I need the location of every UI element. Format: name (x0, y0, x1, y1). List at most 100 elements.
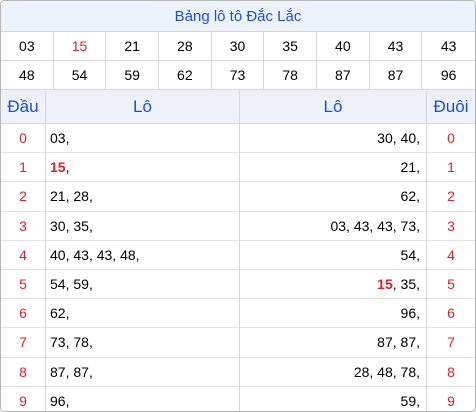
lo-right-cell: 54, (240, 240, 427, 270)
lo-right-cell: 15, 35, (240, 269, 427, 300)
lo-right-cell: 21, (240, 153, 427, 183)
separator: , (88, 363, 93, 380)
dau-cell: 3 (1, 211, 46, 241)
lo-number: 96 (400, 305, 417, 322)
separator: , (88, 334, 93, 351)
separator: , (416, 392, 420, 409)
number-cell: 28 (159, 32, 212, 61)
lo-left-cell: 54, 59, (46, 269, 240, 300)
lo-number: 48 (120, 246, 136, 263)
lo-number: 87 (377, 334, 393, 351)
separator: , (416, 334, 420, 351)
number-cell: 73 (211, 61, 265, 90)
lo-number: 62 (50, 305, 66, 322)
lo-left-cell: 30, 35, (46, 211, 240, 241)
lo-number: 43 (96, 246, 113, 263)
lo-left-cell: 62, (46, 299, 240, 329)
lo-number: 21 (400, 159, 417, 176)
duoi-cell: 2 (427, 182, 475, 212)
duoi-cell: 8 (427, 358, 475, 387)
header-duoi: Đuôi (427, 90, 475, 124)
number-cell: 78 (264, 61, 317, 90)
number-grid: 03 15 21 28 30 35 40 43 43 48 54 59 62 73 78 87 87 96 (1, 32, 475, 90)
header-lo-left: Lô (46, 90, 240, 124)
header-lo-right: Lô (240, 90, 427, 124)
lo-number: 15 (377, 276, 393, 293)
number-cell: 48 (1, 61, 54, 90)
lo-left-cell: 73, 78, (46, 328, 240, 358)
lo-number: 40 (50, 246, 66, 263)
lo-number: 35 (73, 217, 89, 234)
lo-number: 54 (50, 276, 66, 293)
number-cell: 96 (422, 61, 475, 90)
lo-left-cell: 15, (46, 153, 240, 183)
separator: , (416, 246, 420, 263)
lo-number: 43 (73, 246, 89, 263)
board-title: Bảng lô tô Đắc Lắc (1, 1, 475, 32)
number-cell: 43 (369, 32, 423, 61)
lo-number: 87 (50, 363, 66, 380)
lo-number: 59 (400, 392, 417, 409)
separator: , (392, 217, 397, 234)
separator: , (346, 217, 350, 234)
lo-number: 48 (377, 363, 393, 380)
duoi-cell: 1 (427, 153, 475, 183)
number-cell: 87 (369, 61, 423, 90)
separator: , (65, 334, 70, 351)
number-cell: 15 (53, 32, 107, 61)
separator: , (416, 188, 420, 205)
duoi-cell: 7 (427, 328, 475, 358)
dau-cell: 1 (1, 153, 46, 183)
number-cell: 03 (1, 32, 54, 61)
separator: , (65, 159, 70, 176)
lo-number: 15 (50, 159, 66, 176)
lo-number: 59 (73, 276, 89, 293)
separator: , (65, 246, 70, 263)
lo-number: 62 (400, 188, 417, 205)
separator: , (392, 130, 397, 147)
separator: , (416, 363, 420, 380)
separator: , (112, 246, 117, 263)
number-cell: 59 (106, 61, 159, 90)
separator: , (65, 217, 70, 234)
number-cell: 87 (317, 61, 370, 90)
duoi-cell: 0 (427, 124, 475, 154)
separator: , (392, 334, 397, 351)
number-cell: 62 (159, 61, 212, 90)
dau-cell: 7 (1, 328, 46, 358)
separator: , (416, 159, 420, 176)
separator: , (65, 363, 70, 380)
separator: , (369, 217, 374, 234)
number-cell: 35 (264, 32, 317, 61)
separator: , (88, 246, 93, 263)
lo-left-cell: 21, 28, (46, 182, 240, 212)
lo-left-cell: 87, 87, (46, 357, 240, 387)
separator: , (416, 305, 420, 322)
dau-cell: 2 (1, 182, 46, 212)
duoi-cell: 6 (427, 299, 475, 329)
lo-number: 43 (353, 217, 370, 234)
lo-number: 87 (73, 363, 89, 380)
number-cell: 40 (317, 32, 370, 61)
lo-number: 96 (50, 392, 66, 409)
duoi-cell: 3 (427, 212, 475, 241)
separator: , (88, 217, 93, 234)
lo-right-cell: 03, 43, 43, 73, (240, 211, 427, 241)
lo-number: 87 (400, 334, 417, 351)
duoi-cell: 9 (427, 387, 475, 411)
lo-number: 73 (400, 217, 417, 234)
lo-number: 35 (400, 276, 417, 293)
separator: , (65, 276, 70, 293)
lo-right-cell: 59, (240, 386, 427, 411)
dau-cell: 0 (1, 124, 46, 154)
dau-cell: 8 (1, 357, 46, 387)
number-cell: 21 (106, 32, 159, 61)
lo-right-cell: 30, 40, (240, 124, 427, 154)
lo-right-cell: 28, 48, 78, (240, 357, 427, 387)
header-dau: Đầu (1, 90, 46, 124)
separator: , (392, 363, 397, 380)
dau-cell: 6 (1, 299, 46, 329)
lo-number: 03 (330, 217, 347, 234)
number-cell: 54 (53, 61, 107, 90)
